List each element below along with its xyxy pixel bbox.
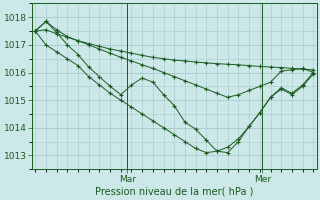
X-axis label: Pression niveau de la mer( hPa ): Pression niveau de la mer( hPa ) bbox=[95, 187, 253, 197]
